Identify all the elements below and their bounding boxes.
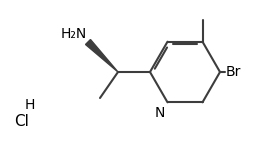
Text: Br: Br (226, 65, 241, 79)
Text: N: N (155, 106, 165, 120)
Text: H₂N: H₂N (61, 27, 87, 41)
Text: Cl: Cl (15, 114, 30, 129)
Text: H: H (25, 98, 35, 112)
Polygon shape (86, 39, 118, 72)
